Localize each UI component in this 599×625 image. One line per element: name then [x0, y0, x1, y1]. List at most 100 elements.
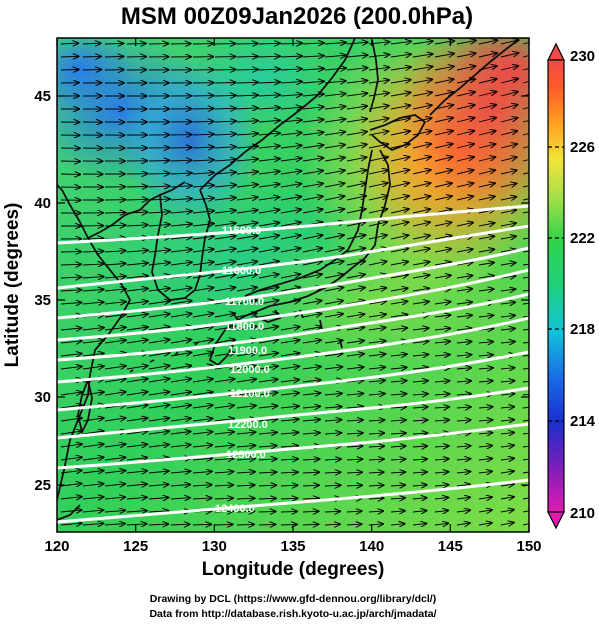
wind-arrow [368, 42, 390, 44]
wind-arrow [412, 446, 427, 447]
wind-arrow [324, 511, 340, 512]
wind-arrow [60, 510, 82, 512]
wind-arrow [324, 119, 345, 122]
wind-arrow [258, 197, 280, 200]
y-tick-label: 45 [34, 88, 51, 105]
wind-arrow [456, 53, 476, 58]
wind-arrow [148, 250, 170, 252]
wind-arrow [478, 92, 496, 97]
wind-arrow [280, 366, 299, 369]
wind-arrow [346, 106, 367, 109]
wind-arrow [456, 381, 471, 382]
wind-arrow [456, 92, 475, 97]
wind-arrow [478, 236, 494, 239]
wind-arrow [126, 199, 148, 200]
wind-arrow [236, 223, 258, 226]
wind-arrow [346, 209, 366, 214]
y-axis-title: Latitude (degrees) [2, 203, 23, 368]
wind-arrow [214, 83, 236, 84]
wind-arrow [390, 288, 408, 291]
wind-arrow [170, 445, 191, 447]
wind-arrow [522, 328, 529, 331]
wind-arrow [434, 381, 450, 382]
y-tick-labels: 25 30 35 40 45 [34, 88, 51, 494]
wind-arrow [346, 119, 367, 122]
x-axis-title: Longitude (degrees) [202, 559, 385, 580]
contour-label: 12300.0 [226, 449, 266, 461]
wind-arrow [280, 459, 298, 460]
wind-arrow [522, 146, 529, 149]
wind-arrow [236, 249, 257, 253]
wind-arrow [82, 444, 104, 447]
wind-arrow [192, 379, 213, 382]
wind-arrow [500, 471, 514, 473]
wind-arrow [104, 225, 126, 226]
wind-arrow [500, 420, 514, 421]
wind-arrow [104, 213, 125, 214]
wind-arrow [214, 147, 236, 148]
wind-arrow [324, 472, 341, 473]
wind-arrow [522, 302, 529, 305]
wind-arrow [192, 445, 212, 447]
wind-arrow [434, 249, 451, 252]
wind-arrow [170, 366, 191, 369]
wind-arrow [500, 302, 515, 304]
wind-arrow [214, 185, 236, 187]
wind-arrow [390, 275, 408, 278]
x-tick-label: 145 [438, 538, 463, 555]
wind-arrow [500, 184, 517, 188]
y-ticks [57, 95, 529, 486]
colorbar-label: 218 [570, 321, 595, 338]
wind-arrow [324, 274, 343, 279]
wind-arrow [434, 196, 452, 201]
wind-arrow [368, 420, 384, 421]
wind-arrow [500, 484, 514, 486]
wind-arrow [456, 446, 471, 447]
wind-arrow [60, 392, 82, 395]
wind-arrow [170, 160, 192, 161]
wind-arrow [324, 68, 346, 70]
wind-arrow [104, 43, 123, 44]
wind-arrow [148, 327, 170, 330]
wind-arrow [522, 523, 529, 526]
wind-arrow [302, 511, 319, 512]
wind-arrow [236, 95, 258, 96]
wind-arrow [324, 145, 345, 148]
wind-arrow [456, 355, 471, 356]
wind-arrow [82, 238, 103, 239]
wind-arrow [412, 302, 429, 305]
wind-arrow [170, 524, 190, 525]
wind-arrow [148, 418, 169, 421]
wind-arrow [148, 199, 170, 200]
wind-arrow [280, 235, 301, 240]
wind-arrow [82, 457, 104, 460]
wind-arrow [522, 354, 529, 357]
wind-arrow [214, 326, 235, 331]
wind-arrow [214, 236, 236, 239]
wind-arrow [456, 368, 471, 369]
wind-arrow [456, 223, 473, 226]
wind-arrow [324, 485, 341, 486]
wind-arrow [346, 446, 363, 447]
wind-arrow [368, 67, 389, 70]
wind-arrow [478, 196, 495, 200]
wind-arrow [60, 290, 81, 291]
wind-arrow [346, 68, 368, 70]
wind-arrow [104, 340, 126, 343]
wind-arrow [412, 41, 433, 44]
wind-arrow [236, 300, 257, 305]
wind-arrow [258, 210, 279, 213]
wind-arrow [368, 131, 388, 136]
wind-arrow [126, 225, 148, 226]
wind-arrow [280, 498, 297, 499]
wind-arrow [324, 235, 344, 240]
wind-arrow [214, 134, 236, 135]
wind-arrow [390, 118, 410, 123]
wind-arrow [236, 197, 258, 200]
wind-arrow [214, 313, 235, 318]
wind-arrow [390, 498, 405, 499]
contour-label: 11700.0 [225, 296, 264, 308]
wind-arrow [192, 288, 214, 291]
contour-label: 11500.0 [222, 225, 261, 237]
wind-arrow [390, 354, 407, 356]
